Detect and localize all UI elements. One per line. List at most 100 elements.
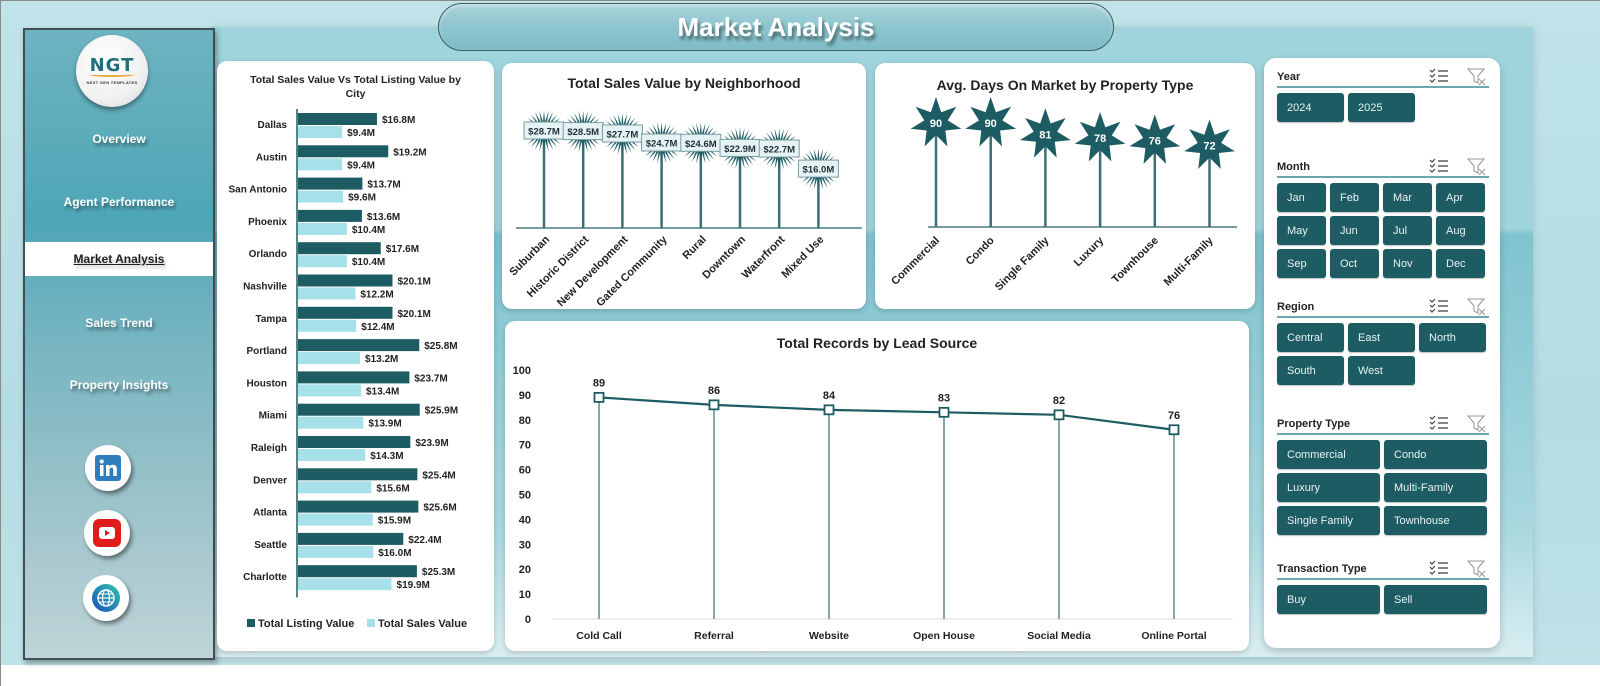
sales-value-bar[interactable] [298,545,374,558]
slicer-header: Transaction Type [1277,558,1489,580]
slicer-option-apr[interactable]: Apr [1436,183,1485,212]
square-marker[interactable] [823,404,835,416]
slicer-header: Region [1277,296,1489,318]
slicer-option-jan[interactable]: Jan [1277,183,1326,212]
sales-value-bar[interactable] [298,158,343,171]
sidebar-item-market-analysis[interactable]: Market Analysis [25,242,213,276]
slicer-option-2024[interactable]: 2024 [1277,93,1344,122]
sales-value-bar[interactable] [298,578,392,591]
listing-value-bar[interactable] [298,436,411,448]
slicer-option-townhouse[interactable]: Townhouse [1384,506,1487,535]
slicer-option-may[interactable]: May [1277,216,1326,245]
star-marker-icon[interactable] [1184,119,1235,169]
square-marker[interactable] [938,406,950,418]
sales-value-bar[interactable] [298,222,347,235]
sales-value-bar[interactable] [298,384,361,397]
square-marker[interactable] [1168,424,1180,436]
slicer-option-oct[interactable]: Oct [1330,249,1379,278]
sales-value-bar[interactable] [298,416,364,429]
clear-filter-icon[interactable] [1466,415,1487,438]
slicer-option-commercial[interactable]: Commercial [1277,440,1380,469]
category-label: Luxury [1072,234,1107,269]
slicer-option-central[interactable]: Central [1277,323,1344,352]
square-marker[interactable] [708,399,720,411]
data-label: $28.7M [528,127,560,138]
slicer-option-mar[interactable]: Mar [1383,183,1432,212]
listing-value-bar[interactable] [298,113,377,125]
listing-value-bar[interactable] [298,468,418,481]
star-marker-icon[interactable] [965,97,1017,147]
linkedin-button[interactable] [85,445,131,491]
sidebar-item-property-insights[interactable]: Property Insights [25,368,213,402]
slicer-option-south[interactable]: South [1277,356,1344,385]
slicer-option-east[interactable]: East [1348,323,1415,352]
data-label: $22.7M [763,145,795,156]
sales-value-bar[interactable] [298,449,366,461]
listing-value-bar[interactable] [298,177,363,190]
slicer-option-buy[interactable]: Buy [1277,585,1380,614]
listing-value-bar[interactable] [298,371,410,384]
star-marker-icon[interactable] [910,97,962,147]
category-label: Commercial [889,235,942,288]
multi-select-icon[interactable] [1429,415,1449,436]
slicer-option-jun[interactable]: Jun [1330,216,1379,245]
clear-filter-icon[interactable] [1466,560,1487,583]
sales-value-bar[interactable] [298,255,347,268]
listing-value-bar[interactable] [298,565,417,578]
sales-value-bar[interactable] [298,352,361,365]
slicer-option-single-family[interactable]: Single Family [1277,506,1380,535]
slicer-option-aug[interactable]: Aug [1436,216,1485,245]
star-marker-icon[interactable] [1074,112,1126,162]
sidebar-item-sales-trend[interactable]: Sales Trend [25,306,213,340]
sidebar-item-overview[interactable]: Overview [25,122,213,156]
listing-value-bar[interactable] [298,209,362,222]
slicer-title: Transaction Type [1277,563,1367,575]
listing-value-bar[interactable] [298,145,389,158]
multi-select-icon[interactable] [1429,68,1449,89]
slicer-option-multi-family[interactable]: Multi-Family [1384,473,1487,502]
listing-value-bar[interactable] [298,306,393,319]
slicer-option-sell[interactable]: Sell [1384,585,1487,614]
slicer-option-north[interactable]: North [1419,323,1486,352]
data-label: 76 [1168,410,1180,422]
sales-value-bar[interactable] [298,481,372,494]
sales-value-bar[interactable] [298,287,356,300]
listing-value-bar[interactable] [298,403,420,416]
multi-select-icon[interactable] [1429,298,1449,319]
slicer-month: Month Jan Feb Mar Apr May Jun Jul Aug Sep Oct Nov De… [1277,156,1489,278]
sales-value-bar[interactable] [298,513,373,526]
slicer-option-dec[interactable]: Dec [1436,249,1485,278]
data-label: $13.4M [366,386,399,397]
multi-select-icon[interactable] [1429,560,1449,581]
nav-label: Property Insights [69,378,169,392]
sales-value-bar[interactable] [298,190,344,203]
listing-value-bar[interactable] [298,532,404,545]
clear-filter-icon[interactable] [1466,158,1487,181]
y-tick-label: 40 [519,514,531,526]
square-marker[interactable] [1053,409,1065,421]
slicer-option-jul[interactable]: Jul [1383,216,1432,245]
slicer-option-condo[interactable]: Condo [1384,440,1487,469]
slicer-option-luxury[interactable]: Luxury [1277,473,1380,502]
slicer-option-2025[interactable]: 2025 [1348,93,1415,122]
clear-filter-icon[interactable] [1466,298,1487,321]
sales-value-bar[interactable] [298,126,343,138]
slicer-option-west[interactable]: West [1348,356,1415,385]
listing-value-bar[interactable] [298,339,420,352]
star-marker-icon[interactable] [1020,108,1071,158]
slicer-option-nov[interactable]: Nov [1383,249,1432,278]
listing-value-bar[interactable] [298,274,393,287]
website-button[interactable] [83,575,129,621]
sales-value-bar[interactable] [298,319,357,332]
clear-filter-icon[interactable] [1466,68,1487,91]
youtube-button[interactable] [84,510,130,556]
slicer-option-feb[interactable]: Feb [1330,183,1379,212]
slicer-option-sep[interactable]: Sep [1277,249,1326,278]
square-marker[interactable] [593,391,605,403]
sidebar-item-agent-performance[interactable]: Agent Performance [25,185,213,219]
listing-value-bar[interactable] [298,500,419,513]
data-label: $25.3M [422,567,455,578]
listing-value-bar[interactable] [298,242,381,255]
star-marker-icon[interactable] [1129,114,1181,164]
multi-select-icon[interactable] [1429,158,1449,179]
